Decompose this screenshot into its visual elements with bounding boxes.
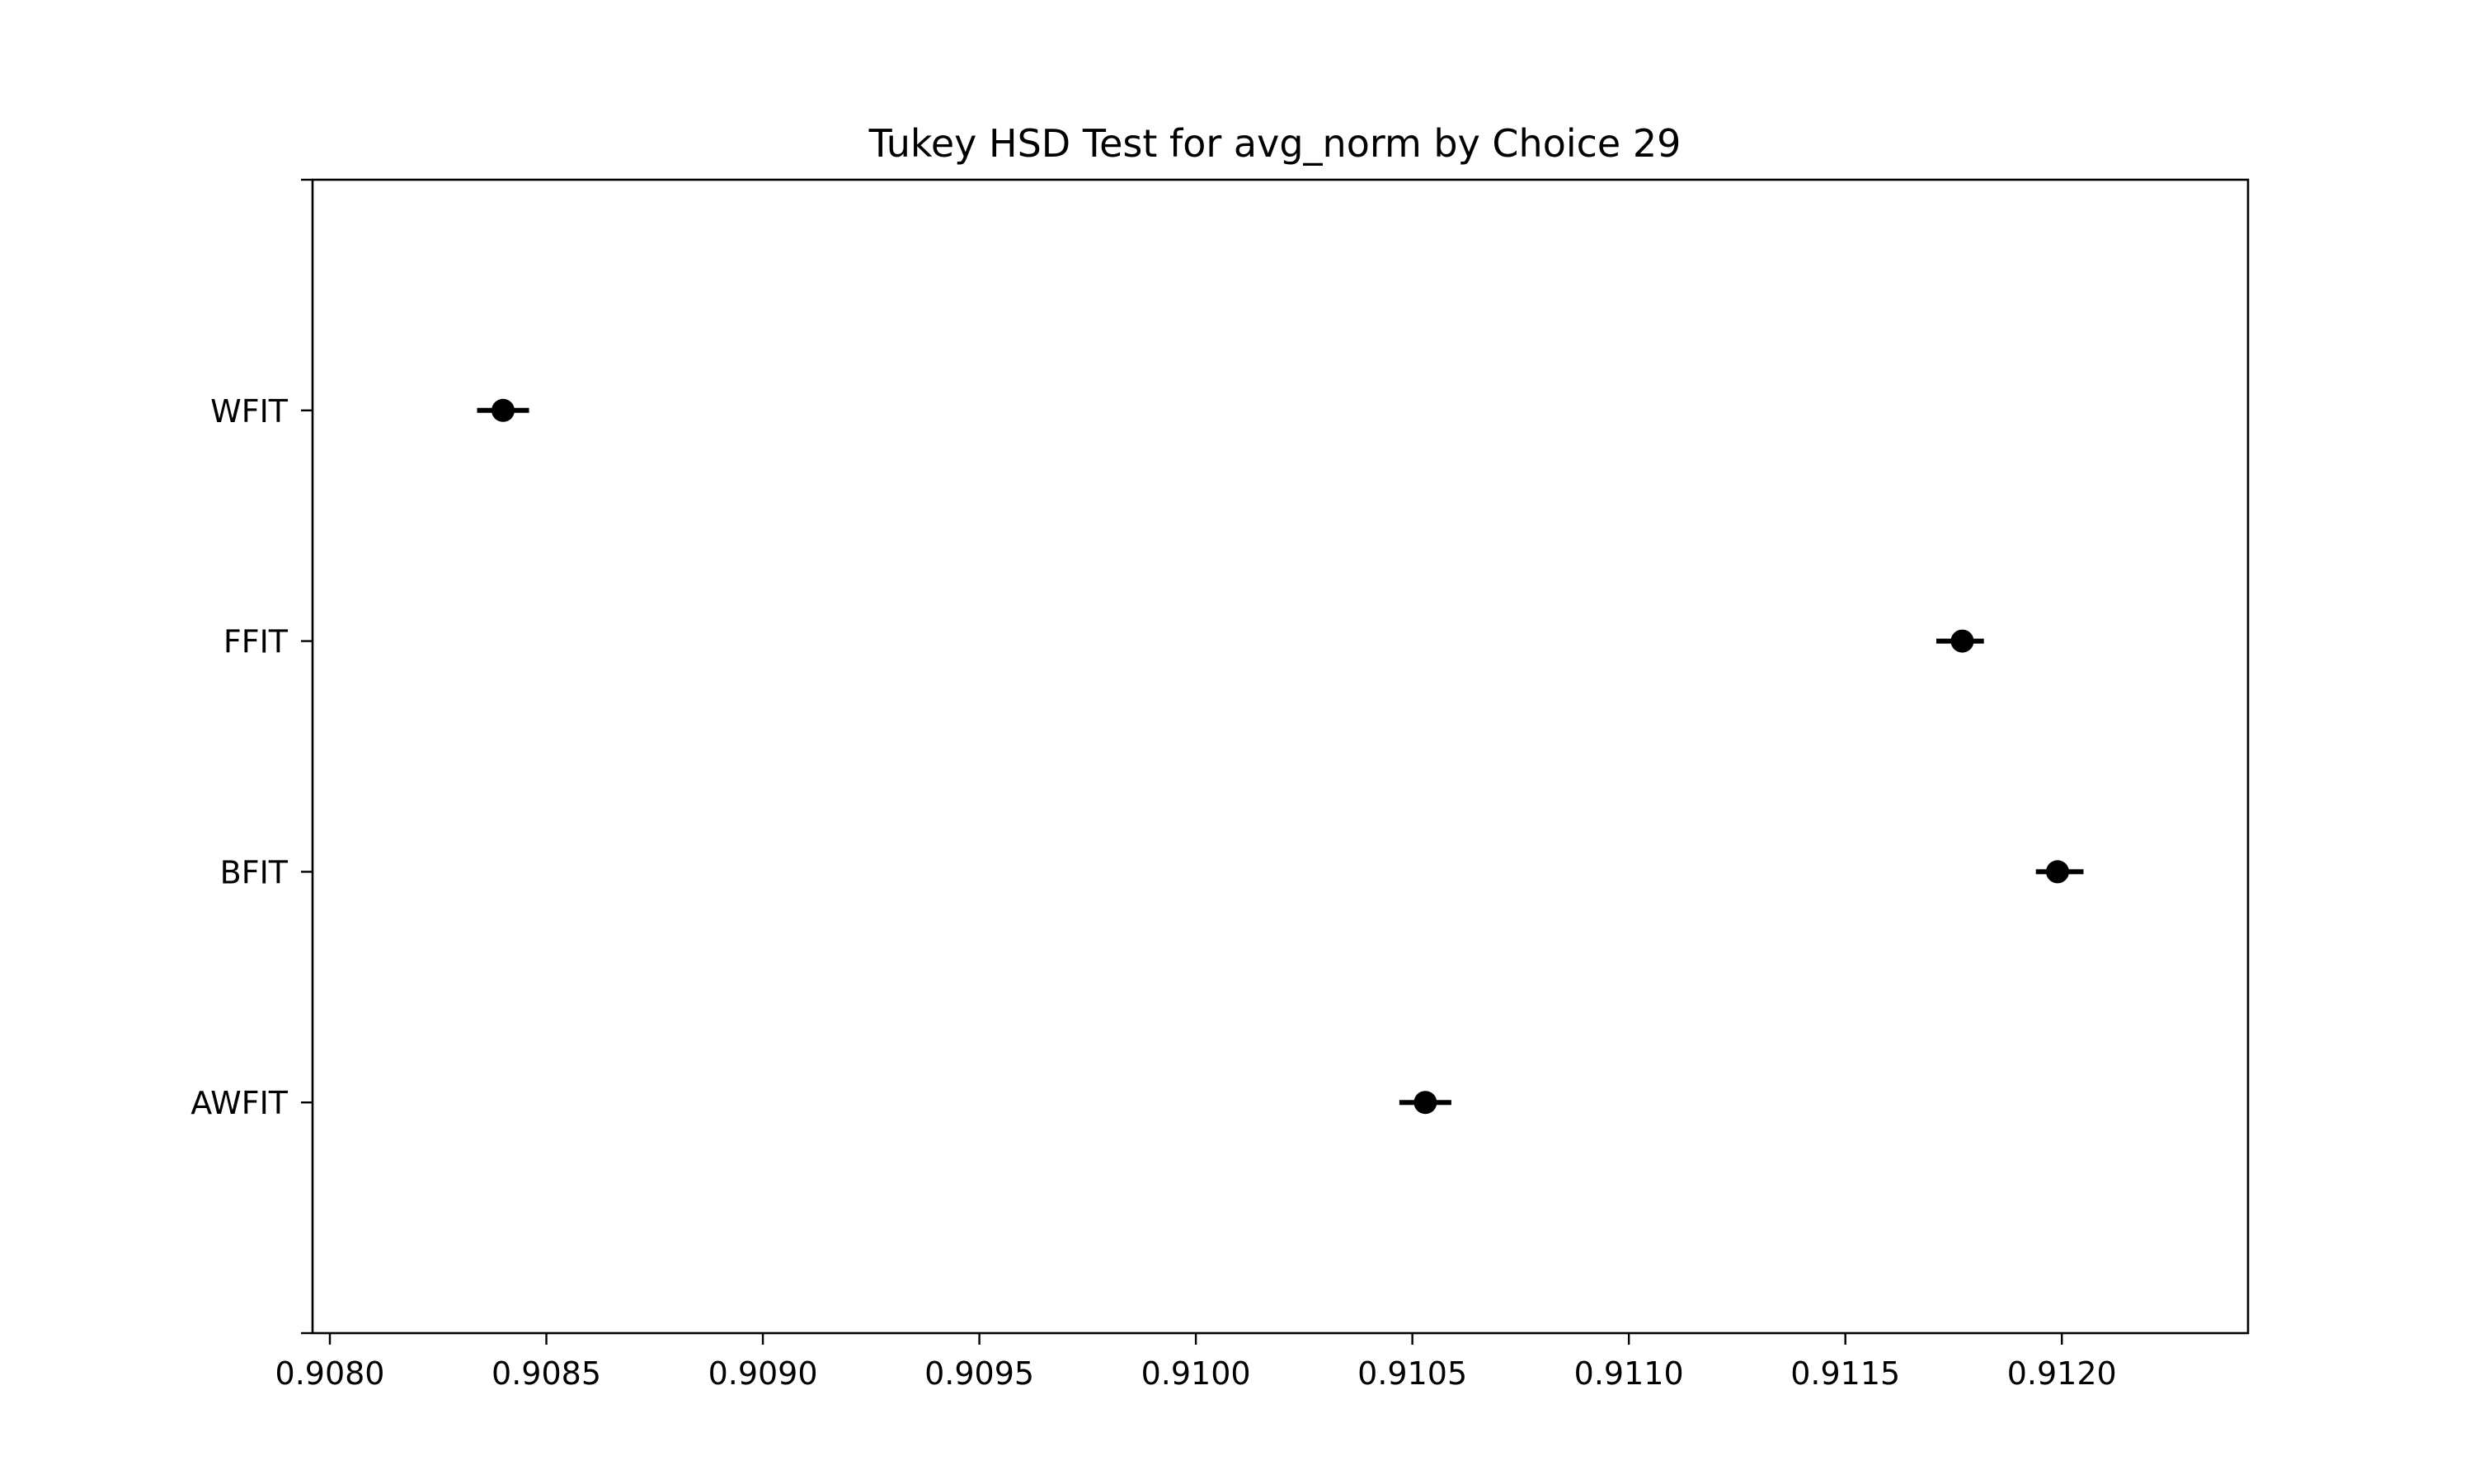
plot-marks — [477, 398, 2084, 1115]
group-mean-point — [1413, 1091, 1437, 1115]
y-tick-label: FFIT — [223, 624, 289, 660]
group-mean-point — [2045, 860, 2069, 884]
x-axis: 0.9080 0.9085 0.9090 0.9095 0.9100 0.9105 0.91… — [275, 1333, 2117, 1392]
x-tick-label: 0.9105 — [1357, 1355, 1467, 1392]
x-tick-label: 0.9120 — [2007, 1355, 2117, 1392]
group-mean-point — [492, 398, 515, 422]
x-tick-label: 0.9095 — [924, 1355, 1034, 1392]
y-tick-label: WFIT — [210, 393, 289, 430]
chart-title: Tukey HSD Test for avg_norm by Choice 29 — [868, 121, 1681, 166]
y-tick-label: BFIT — [220, 854, 289, 890]
x-tick-label: 0.9100 — [1141, 1355, 1251, 1392]
group-mean-point — [1950, 629, 1974, 653]
y-tick-label: AWFIT — [190, 1085, 289, 1121]
plot-frame — [311, 178, 2250, 1335]
y-axis: WFIT FFIT BFIT AWFIT — [190, 178, 313, 1335]
x-tick-label: 0.9085 — [492, 1355, 601, 1392]
x-tick-label: 0.9115 — [1790, 1355, 1900, 1392]
x-tick-label: 0.9080 — [275, 1355, 385, 1392]
x-tick-label: 0.9090 — [708, 1355, 818, 1392]
x-tick-label: 0.9110 — [1574, 1355, 1684, 1392]
